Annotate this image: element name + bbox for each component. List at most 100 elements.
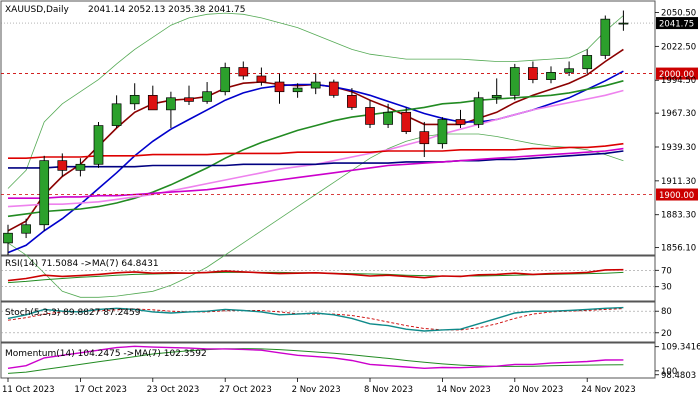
last-price-label: 2041.75: [659, 20, 694, 30]
candle-32: [582, 49, 593, 74]
date-tick-label-0: 11 Oct 2023: [2, 385, 55, 395]
candle-26: [473, 91, 484, 128]
candle-11: [202, 82, 212, 104]
ma-line-4: [8, 142, 624, 159]
candle-20: [365, 100, 375, 128]
candle-body-0: [3, 232, 13, 244]
candle-23: [419, 121, 430, 158]
date-tick-label-1: 17 Oct 2023: [74, 385, 127, 395]
rsi-rsi-line: [7, 268, 624, 282]
ma-line-6: [8, 147, 624, 199]
candle-17: [310, 73, 321, 95]
momentum-tick-label-0: 109.3416: [661, 343, 700, 353]
symbol-header: XAUUSD,Daily: [5, 5, 69, 15]
candle-body-31: [564, 68, 574, 73]
candle-2: [39, 155, 50, 231]
price-tick-label-7: 1856.10: [661, 244, 696, 254]
candle-14: [256, 67, 267, 86]
candle-6: [111, 95, 122, 128]
candle-21: [383, 103, 393, 128]
candle-9: [166, 91, 176, 128]
candle-28: [509, 63, 520, 101]
candle-29: [528, 61, 538, 84]
candle-body-22: [401, 111, 412, 132]
candle-body-2: [39, 160, 50, 226]
date-tick-label-5: 8 Nov 2023: [364, 385, 413, 395]
level-label-bg-0: [656, 67, 698, 80]
price-pane-frame: [0, 0, 656, 256]
momentum-tick-label-1: 100: [661, 367, 677, 377]
price-tick-label-5: 1911.30: [661, 177, 696, 187]
candle-0: [3, 224, 13, 255]
ma-line-2: [7, 80, 624, 218]
level-label-0: 2000.00: [659, 70, 694, 80]
candle-18: [328, 79, 339, 98]
level-label-bg-1: [656, 188, 698, 201]
candle-body-12: [220, 67, 231, 93]
price-tick-label-0: 2050.50: [661, 8, 696, 18]
candle-body-26: [473, 97, 484, 125]
candle-body-23: [419, 131, 430, 145]
price-tick-label-6: 1883.30: [661, 211, 696, 221]
candle-body-18: [328, 81, 339, 96]
candle-body-28: [509, 67, 520, 96]
candle-body-1: [21, 224, 31, 234]
rsi-tick-label-0: 70: [661, 266, 672, 276]
candle-24: [437, 117, 448, 149]
candle-body-27: [491, 94, 502, 99]
momentum-momentum-line: [7, 345, 624, 370]
stoch-pane-frame: [0, 301, 656, 343]
candle-body-30: [546, 72, 556, 80]
candle-7: [129, 83, 140, 110]
candle-16: [292, 83, 303, 98]
candle-3: [57, 153, 68, 177]
candle-body-3: [57, 160, 68, 171]
candle-body-8: [147, 94, 158, 111]
candle-body-33: [600, 18, 611, 56]
candle-body-15: [274, 81, 285, 93]
candle-31: [564, 61, 574, 76]
price-tick-label-3: 1967.30: [661, 109, 696, 119]
stoch-header: Stoch(5,3,3) 89.8827 87.2459: [5, 308, 141, 318]
bollinger-upper: [7, 12, 624, 189]
candle-12: [220, 62, 231, 96]
date-tick-label-2: 23 Oct 2023: [147, 385, 200, 395]
candle-body-32: [582, 55, 593, 70]
candle-body-6: [111, 103, 122, 126]
candle-15: [274, 73, 285, 104]
candle-10: [184, 85, 194, 106]
candle-25: [455, 109, 466, 128]
stoch-tick-label-1: 20: [661, 329, 672, 339]
candle-body-29: [528, 67, 538, 80]
candle-body-16: [292, 87, 303, 93]
ma-line-5: [8, 150, 624, 169]
candle-body-7: [129, 94, 140, 105]
candle-body-17: [310, 81, 321, 89]
candle-22: [401, 107, 412, 135]
candle-body-25: [455, 119, 466, 125]
rsi-tick-label-1: 30: [661, 283, 672, 293]
candle-body-13: [238, 67, 249, 77]
candle-34: [618, 10, 629, 31]
date-tick-label-4: 2 Nov 2023: [292, 385, 341, 395]
rsi-pane-frame: [0, 255, 656, 302]
candle-body-11: [202, 91, 212, 102]
candle-13: [238, 61, 249, 80]
level-label-1: 1900.00: [659, 191, 694, 201]
candle-1: [21, 218, 31, 239]
candle-body-34: [618, 22, 629, 25]
momentum-pane-frame: [0, 342, 656, 379]
candle-33: [600, 15, 611, 60]
candle-body-4: [75, 163, 86, 171]
date-tick-label-8: 24 Nov 2023: [581, 385, 635, 395]
stoch-signal-line: [7, 308, 624, 331]
candle-5: [93, 121, 104, 168]
momentum-ma-line: [7, 348, 624, 374]
last-price-label-bg: [656, 17, 698, 30]
candle-body-14: [256, 75, 267, 83]
rsi-header: RSI(14) 71.5084 ->MA(7) 64.8431: [5, 259, 159, 269]
date-tick-label-6: 14 Nov 2023: [436, 385, 490, 395]
candle-body-21: [383, 111, 393, 125]
